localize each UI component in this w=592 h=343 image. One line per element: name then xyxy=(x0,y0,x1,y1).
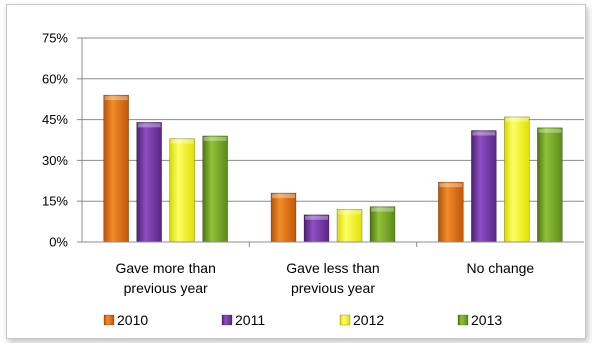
bars xyxy=(103,94,563,243)
y-tick-label: 15% xyxy=(42,194,68,209)
x-tick-label: Gave less than xyxy=(286,260,379,276)
bar-2012 xyxy=(336,209,363,243)
bar-2010 xyxy=(103,94,129,243)
legend-swatch-2012 xyxy=(339,314,351,326)
y-tick-label: 0% xyxy=(49,235,68,250)
legend-label-2013: 2013 xyxy=(471,312,502,328)
x-tick-label: No change xyxy=(466,260,534,276)
legend-label-2011: 2011 xyxy=(235,312,265,328)
bar-2010 xyxy=(270,192,297,243)
legend-swatch-2013 xyxy=(457,314,469,326)
x-tick-label: previous year xyxy=(291,280,375,296)
bar-highlight xyxy=(338,210,361,215)
bar-highlight xyxy=(472,131,496,136)
gridlines xyxy=(82,37,584,202)
bar-highlight xyxy=(305,215,328,220)
bar-highlight xyxy=(538,128,562,133)
bar-2012 xyxy=(169,138,195,243)
x-axis-labels: Gave more than previous year Gave less tha… xyxy=(115,260,534,296)
bar-highlight xyxy=(170,139,194,144)
y-tick-label: 30% xyxy=(42,153,68,168)
bar-2013 xyxy=(537,127,563,243)
bar-highlight xyxy=(505,117,529,122)
bar-2010 xyxy=(438,181,464,243)
bar-highlight xyxy=(272,194,295,199)
bar-2012 xyxy=(504,116,530,243)
bar-2011 xyxy=(303,214,330,243)
axes xyxy=(81,38,584,247)
legend-label-2010: 2010 xyxy=(117,312,148,328)
bar-highlight xyxy=(371,207,394,212)
x-tick-label: previous year xyxy=(124,280,208,296)
bar-highlight xyxy=(203,136,227,141)
y-axis-ticks: 0% 15% 30% 45% 60% 75% xyxy=(42,31,82,250)
bar-highlight xyxy=(104,96,128,101)
legend: 2010 2011 2012 2013 xyxy=(103,312,502,328)
bar-2013 xyxy=(369,206,396,243)
bar-2011 xyxy=(471,130,497,243)
bar-2011 xyxy=(136,122,162,243)
bar-highlight xyxy=(439,183,463,188)
y-tick-label: 75% xyxy=(42,31,68,46)
legend-swatch-2011 xyxy=(221,314,233,326)
y-tick-label: 60% xyxy=(42,71,68,86)
legend-swatch-2010 xyxy=(103,314,115,326)
y-tick-label: 45% xyxy=(42,112,68,127)
bar-highlight xyxy=(137,123,161,128)
bar-2013 xyxy=(202,135,228,243)
x-tick-label: Gave more than xyxy=(115,260,215,276)
legend-label-2012: 2012 xyxy=(353,312,384,328)
